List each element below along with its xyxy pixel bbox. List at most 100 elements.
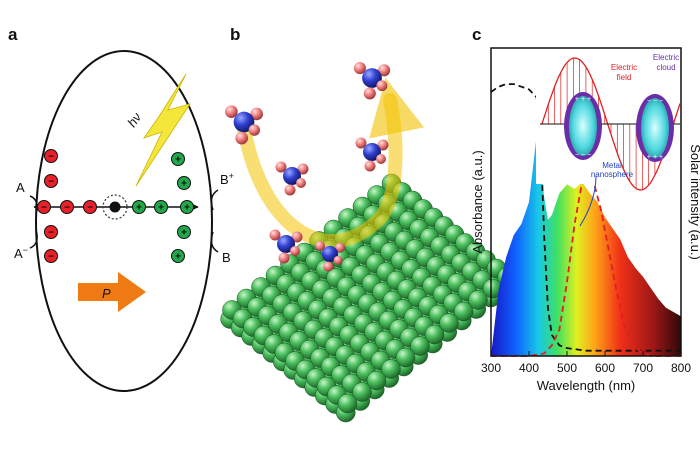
- absorbance-black-dashed-line: [490, 83, 681, 352]
- nitrate-molecule-3: [355, 137, 389, 172]
- inset-plasmon-diagram: + + + − − − − − − + + + Electric field El…: [536, 52, 681, 227]
- label-b: B: [222, 250, 231, 265]
- panel-b-label: b: [230, 25, 240, 44]
- left-top-charge-marks: + + +: [575, 96, 591, 103]
- oxygen-atom: [378, 64, 391, 77]
- hole-6: +: [171, 249, 185, 263]
- nitrate-molecule-4: [315, 240, 345, 272]
- electron-4: −: [83, 200, 97, 214]
- electron-5-sign: −: [48, 228, 54, 239]
- electron-0: −: [44, 149, 58, 163]
- nitrogen-atom: [283, 167, 301, 185]
- slab-sphere-l0-5-11: [410, 336, 430, 356]
- oxygen-atom: [269, 229, 281, 241]
- electron-4-sign: −: [87, 203, 93, 214]
- oxygen-atom: [323, 261, 334, 272]
- panel-c-label: c: [472, 25, 481, 44]
- terminal-b-wire: [210, 231, 219, 253]
- x-tick-label-800: 800: [671, 361, 691, 375]
- electron-6: −: [44, 249, 58, 263]
- hole-6-sign: +: [175, 252, 181, 263]
- label-a-minus: A−: [14, 245, 28, 261]
- panel-a: a A A− B+ B − − − − − − − + + + + + + + hν P: [8, 25, 234, 392]
- absorbance-chart: 300 400 500 600 700 800 Wavelength (nm) Absorba…: [470, 47, 700, 393]
- y-right-axis-title: Solar intensity (a.u.): [688, 144, 700, 260]
- slab-sphere-l0-6-11: [424, 324, 445, 345]
- oxygen-atom: [248, 124, 261, 136]
- polarization-arrow-icon: [78, 272, 146, 312]
- right-top-charge-marks: − − −: [647, 98, 663, 105]
- oxygen-atom: [377, 139, 389, 151]
- hole-2: +: [180, 200, 194, 214]
- oxygen-atom: [250, 107, 263, 121]
- green-sphere-slab: [220, 173, 517, 423]
- hole-1: +: [177, 176, 191, 190]
- electron-5: −: [44, 225, 58, 239]
- oxygen-atom: [315, 240, 326, 251]
- oxygen-atom: [376, 154, 386, 164]
- electron-3: −: [60, 200, 74, 214]
- particle-outline: [35, 50, 213, 392]
- nitrogen-atom: [321, 245, 339, 263]
- electron-1: −: [44, 174, 58, 188]
- nitrate-molecule-5: [269, 229, 303, 264]
- oxygen-atom: [297, 163, 309, 175]
- slab-sphere-l0-2-11: [366, 370, 387, 391]
- hole-2-sign: +: [184, 203, 190, 214]
- x-tick-label-600: 600: [595, 361, 615, 375]
- nitrogen-atom: [362, 68, 382, 88]
- oxygen-atom: [334, 242, 345, 253]
- terminal-b-plus-wire: [210, 189, 219, 211]
- electron-1-sign: −: [48, 177, 54, 188]
- slab-sphere-l0-1-11: [352, 382, 372, 402]
- x-axis-title: Wavelength (nm): [537, 378, 636, 393]
- polarization-label: P: [102, 286, 111, 301]
- oxygen-atom: [364, 160, 376, 172]
- slab-sphere-l0-3-11: [381, 359, 401, 379]
- oxygen-atom: [296, 178, 306, 188]
- right-bottom-charge-marks: + + +: [647, 154, 663, 161]
- x-tick-label-700: 700: [633, 361, 653, 375]
- terminal-a-minus-wire: [29, 229, 38, 249]
- nitrogen-atom: [277, 235, 295, 253]
- nitrate-molecule-1: [353, 62, 391, 100]
- oxygen-atom: [353, 62, 366, 75]
- solar-spectrum-area: [491, 136, 681, 356]
- electric-field-label: Electric field: [611, 63, 637, 82]
- oxygen-atom: [225, 105, 238, 118]
- electron-2-sign: −: [41, 203, 47, 214]
- slab-sphere-l0-8-11: [453, 301, 474, 322]
- excitation-site: [102, 194, 128, 220]
- oxygen-atom: [284, 184, 296, 196]
- oxygen-atom: [355, 137, 367, 149]
- label-a: A: [16, 180, 25, 195]
- oxygen-atom: [333, 255, 343, 265]
- nanosphere-right: [641, 98, 669, 158]
- x-tick-label-300: 300: [481, 361, 501, 375]
- hole-0: +: [171, 152, 185, 166]
- nitrate-molecule-2: [275, 161, 309, 196]
- plot-frame: [490, 47, 682, 357]
- panel-c: c 300 400 500 600 700 800 Wavelength (nm) Absor…: [470, 25, 700, 393]
- label-b-plus: B+: [220, 171, 234, 187]
- oxygen-atom: [275, 161, 287, 173]
- electron-2: −: [37, 200, 51, 214]
- electron-3-sign: −: [64, 203, 70, 214]
- panel-b: b: [220, 25, 517, 423]
- reaction-path-arrow: [237, 78, 425, 248]
- left-bottom-charge-marks: − − −: [575, 152, 591, 159]
- hole-5: +: [177, 225, 191, 239]
- photon-label: hν: [124, 109, 144, 129]
- panel-a-label: a: [8, 25, 18, 44]
- charges-group: − − − − − − − + + + + + + +: [37, 149, 194, 263]
- nanosphere-left: [569, 96, 597, 156]
- terminal-a-wire: [29, 195, 38, 215]
- hole-3-sign: +: [136, 203, 142, 214]
- nitrogen-atom: [363, 143, 381, 161]
- slab-sphere-l0-4-11: [395, 347, 416, 368]
- hole-4: +: [154, 200, 168, 214]
- oxygen-atom: [363, 87, 376, 100]
- x-tick-label-500: 500: [557, 361, 577, 375]
- hole-5-sign: +: [181, 228, 187, 239]
